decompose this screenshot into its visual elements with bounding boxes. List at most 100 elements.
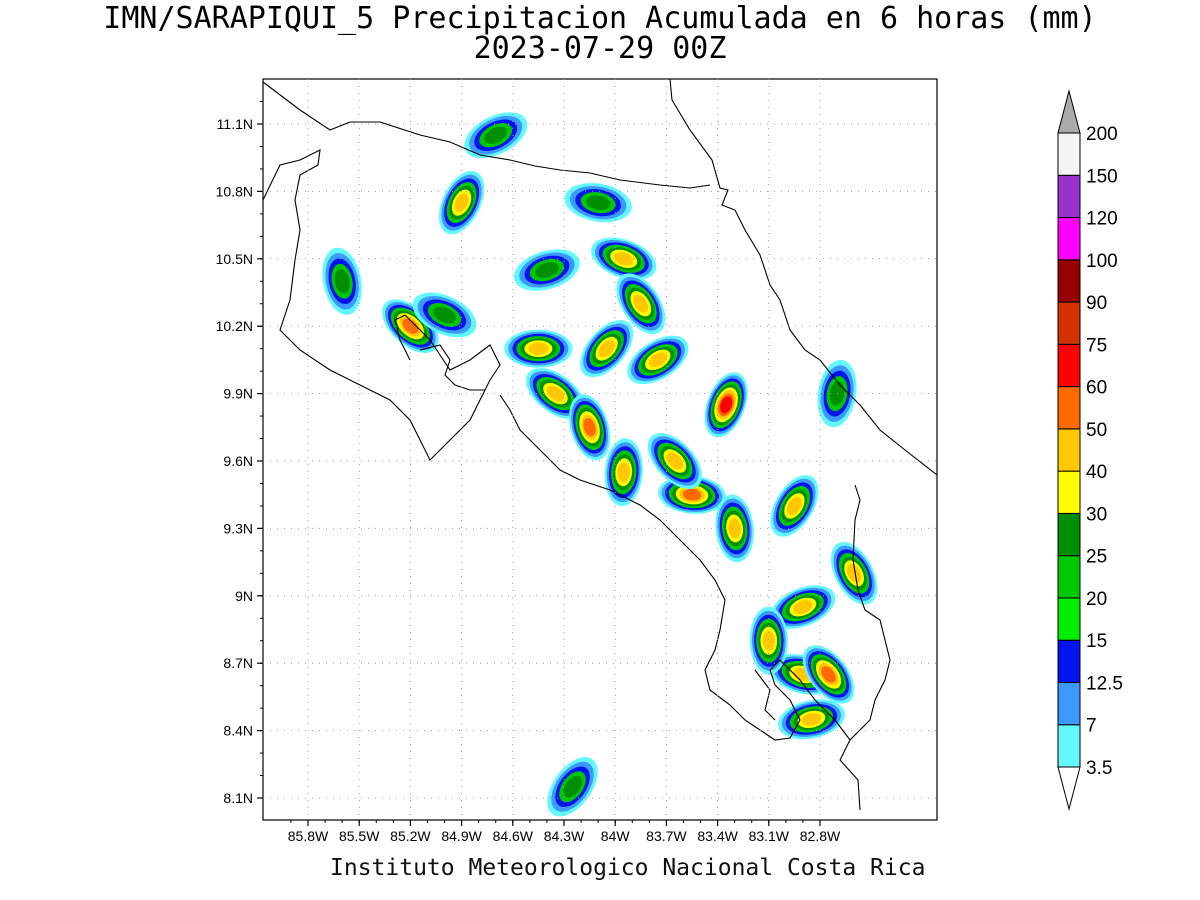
colorbar-legend: 3.5 7 12.5 15 20 25 30 40 50 60 75 90 100 120 150 200 [1057, 89, 1123, 811]
precip-contour [648, 352, 667, 368]
precip-contour [720, 396, 733, 414]
colorbar-label: 150 [1086, 166, 1118, 187]
lon-tick-label: 85.2W [390, 828, 431, 844]
precip-cell [627, 335, 689, 385]
colorbar-label: 20 [1086, 589, 1107, 610]
axis-ticks: 11.1N 10.8N 10.5N 10.2N 9.9N 9.6N 9.3N 9N 8.7N 8.… [216, 101, 841, 844]
lat-tick-label: 9.3N [223, 520, 253, 536]
colorbar-swatch [1057, 343, 1081, 388]
precip-contour [786, 496, 802, 516]
lat-tick-label: 9.6N [223, 453, 253, 469]
lon-tick-label: 84.3W [544, 828, 585, 844]
precip-contour [666, 452, 684, 470]
colorbar-label: 200 [1086, 124, 1118, 145]
colorbar-swatch [1057, 512, 1081, 557]
colorbar-label: 40 [1086, 462, 1107, 483]
osa-bay [754, 669, 776, 721]
lat-tick-label: 10.2N [216, 318, 253, 334]
colorbar-label: 100 [1086, 251, 1118, 272]
colorbar-label: 3.5 [1086, 758, 1112, 779]
lon-tick-label: 84.9W [441, 828, 482, 844]
precip-contour [586, 195, 611, 211]
lon-tick-label: 83.1W [749, 828, 790, 844]
precip-contour [598, 340, 615, 358]
coastline-borders [263, 79, 937, 811]
precip-cell [802, 645, 855, 704]
map-subtitle: 2023-07-29 00Z [473, 31, 727, 66]
colorbar-label: 15 [1086, 631, 1107, 652]
colorbar-label: 25 [1086, 547, 1107, 568]
precip-cell [604, 438, 643, 507]
precip-cell [322, 247, 362, 315]
gulf-nicoya-inner [419, 344, 485, 391]
colorbar-label: 75 [1086, 335, 1107, 356]
precip-contour [535, 262, 559, 278]
colorbar-swatch [1057, 724, 1081, 768]
precip-contour [682, 488, 702, 501]
lon-tick-label: 83.7W [646, 828, 687, 844]
precip-cell [580, 320, 634, 378]
precip-cell [830, 542, 878, 605]
nicaragua-border [263, 81, 711, 189]
precip-contour [614, 252, 634, 266]
lat-tick-label: 9.9N [223, 386, 253, 402]
precip-cell [647, 432, 702, 490]
precip-contour [801, 712, 822, 726]
lat-tick-label: 8.1N [223, 790, 253, 806]
precip-cell [526, 368, 585, 420]
colorbar-swatch [1057, 681, 1081, 726]
precip-contour [563, 776, 582, 798]
colorbar-max-triangle [1057, 89, 1081, 134]
colorbar-label: 50 [1086, 420, 1107, 441]
colorbar-swatch [1057, 174, 1081, 219]
precip-contour [334, 269, 350, 294]
colorbar-min-triangle [1057, 766, 1081, 811]
precip-cell [504, 329, 573, 368]
map-title: IMN/SARAPIQUI_5 Precipitacion Acumulada … [103, 1, 1097, 36]
precip-cell [591, 237, 657, 281]
colorbar-swatch [1057, 428, 1081, 472]
colorbar-swatch [1057, 555, 1081, 599]
precip-cell [564, 183, 632, 223]
pacific-coast-central [499, 394, 851, 741]
precip-contour [846, 564, 862, 583]
precip-cell [569, 394, 611, 461]
precip-cell [658, 475, 726, 514]
map-grid [263, 79, 937, 820]
precip-contour [762, 630, 776, 651]
lat-tick-label: 8.4N [223, 723, 253, 739]
colorbar-swatch [1057, 470, 1081, 514]
colorbar-label: 12.5 [1086, 673, 1123, 694]
precip-cell [547, 757, 598, 817]
lon-tick-label: 85.8W [288, 828, 329, 844]
lat-tick-label: 8.7N [223, 655, 253, 671]
precip-contour [546, 385, 565, 402]
panama-border [839, 484, 891, 811]
lon-tick-label: 82.8W [800, 828, 841, 844]
colorbar-label: 120 [1086, 209, 1118, 230]
colorbar-label: 7 [1086, 716, 1097, 737]
precip-cell [513, 249, 580, 291]
precip-cell [616, 273, 666, 335]
colorbar-label: 30 [1086, 504, 1107, 525]
colorbar-swatch [1057, 639, 1081, 683]
precip-contour [433, 306, 457, 324]
precip-contour [728, 518, 741, 539]
colorbar-swatch [1057, 301, 1081, 345]
precip-contour [484, 126, 508, 144]
lon-tick-label: 83.4W [697, 828, 738, 844]
precip-cell [715, 494, 754, 563]
plot-frame [262, 78, 938, 821]
precipitation-field [322, 112, 878, 817]
colorbar-label: 60 [1086, 378, 1107, 399]
lat-tick-label: 11.1N [217, 116, 253, 132]
colorbar-swatch [1057, 597, 1081, 641]
lat-tick-label: 10.5N [216, 251, 253, 267]
precip-cell [412, 292, 477, 338]
caribbean-coast [669, 79, 937, 476]
precip-contour [583, 418, 596, 437]
colorbar-swatch [1057, 132, 1081, 176]
precip-cell [438, 170, 485, 235]
lat-tick-label: 10.8N [216, 183, 253, 199]
